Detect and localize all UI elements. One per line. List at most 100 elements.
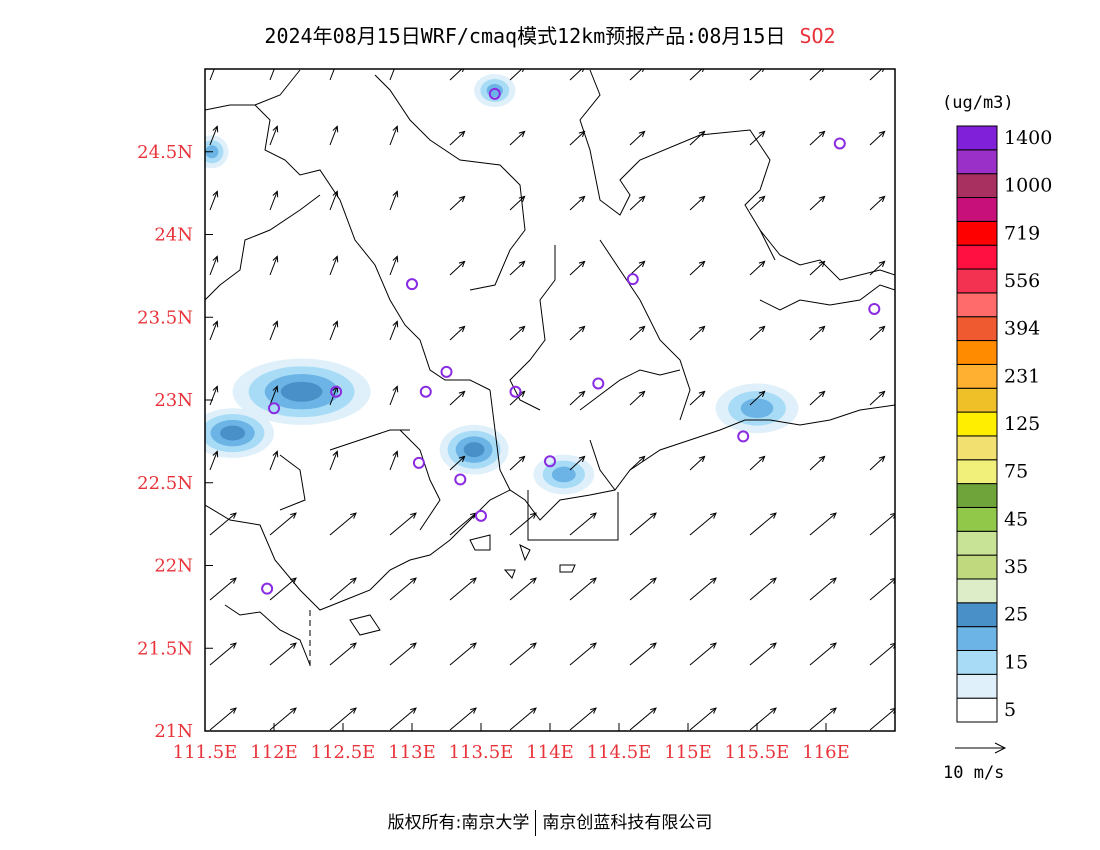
wind-arrow [449, 642, 477, 666]
wind-arrow-head [638, 195, 646, 203]
wind-arrow [689, 456, 705, 471]
wind-arrow [209, 577, 237, 601]
y-tick-label: 24.5N [137, 142, 193, 163]
wind-arrow-head [590, 642, 597, 649]
wind-arrow [449, 456, 465, 471]
pollutant-label: SO2 [799, 24, 836, 48]
wind-arrow-head [290, 707, 297, 714]
wind-arrow [629, 707, 657, 731]
wind-arrow-head [230, 642, 237, 649]
wind-arrow [329, 707, 357, 731]
legend-swatch [956, 578, 998, 604]
map-title: 2024年08月15日WRF/cmaq模式12km预报产品:08月15日 SO2 [0, 20, 1100, 49]
wind-arrow [629, 577, 657, 601]
wind-arrow-head [701, 69, 705, 73]
wind-arrow [569, 131, 585, 146]
wind-arrow [689, 326, 705, 341]
wind-arrow [389, 256, 398, 276]
wind-arrow-head [770, 512, 777, 519]
wind-arrow-head [350, 707, 357, 714]
wind-arrow [389, 577, 417, 601]
wind-arrow [329, 642, 357, 666]
y-tick-label: 23.5N [137, 307, 193, 328]
wind-arrow [689, 261, 705, 276]
wind-arrow [749, 131, 765, 146]
wind-arrow [809, 131, 825, 146]
station-marker [488, 87, 501, 100]
wind-arrow [209, 707, 237, 731]
wind-arrow-head [230, 512, 237, 519]
station-marker [440, 365, 453, 378]
legend-swatch [956, 125, 998, 151]
wind-arrow [269, 321, 278, 341]
x-tick-label: 113.5E [449, 742, 514, 763]
wind-arrow-head [758, 325, 766, 333]
wind-vectors [209, 61, 895, 731]
wind-arrow [629, 196, 645, 211]
legend-label: 15 [1004, 651, 1028, 673]
wind-arrow [809, 577, 837, 601]
wind-arrow [389, 512, 417, 536]
wind-arrow [329, 321, 338, 341]
legend-swatch [956, 554, 998, 580]
wind-arrow [569, 196, 585, 211]
wind-arrow [749, 577, 777, 601]
legend-unit: (ug/m3) [942, 93, 1014, 113]
legend-swatch [956, 673, 998, 699]
wind-arrow-head [878, 325, 886, 333]
wind-arrow [569, 642, 597, 666]
wind-arrow [509, 512, 537, 536]
wind-arrow-head [332, 450, 339, 458]
wind-arrow-head [212, 385, 219, 393]
wind-arrow-head [698, 260, 706, 268]
wind-arrow-head [818, 455, 826, 463]
wind-arrow-head [213, 61, 218, 67]
y-tick-label: 21.5N [137, 638, 193, 659]
wind-arrow [329, 451, 338, 471]
monitoring-stations [261, 87, 881, 595]
legend-label: 45 [1004, 508, 1028, 530]
station-marker [475, 509, 487, 522]
wind-arrow-head [470, 577, 477, 584]
wind-arrow [209, 256, 218, 276]
wind-arrow [209, 642, 237, 666]
wind-arrow-head [521, 69, 525, 73]
legend-label: 5 [1004, 699, 1016, 721]
wind-arrow-head [758, 390, 766, 398]
wind-arrow [269, 126, 278, 146]
legend-label: 1400 [1004, 127, 1052, 149]
wind-arrow-head [758, 130, 766, 138]
wind-arrow-head [392, 320, 399, 328]
wind-arrow-head [410, 642, 417, 649]
wind-arrow-head [578, 260, 586, 268]
wind-arrow [509, 131, 525, 146]
wind-arrow [749, 391, 765, 406]
wind-arrow-head [650, 512, 657, 519]
wind-arrow-head [581, 69, 585, 73]
wind-arrow [749, 261, 765, 276]
wind-arrow [389, 386, 398, 406]
wind-arrow-head [881, 69, 885, 73]
x-tick-label: 113E [388, 742, 436, 763]
wind-arrow-head [518, 130, 526, 138]
wind-arrow [689, 391, 705, 406]
wind-arrow [749, 642, 777, 666]
y-tick-label: 22N [154, 556, 193, 577]
wind-arrow-head [638, 260, 646, 268]
wind-arrow [449, 577, 477, 601]
legend-swatch [956, 435, 998, 461]
wind-arrow [869, 196, 885, 211]
wind-arrow-head [818, 260, 826, 268]
wind-arrow-head [290, 512, 297, 519]
wind-arrow [569, 456, 585, 471]
wind-arrow-head [518, 325, 526, 333]
wind-arrow [869, 456, 885, 471]
wind-arrow-head [710, 642, 717, 649]
wind-arrow [449, 512, 477, 536]
legend-swatch [956, 649, 998, 675]
station-marker [868, 302, 881, 315]
wind-arrow-head [410, 577, 417, 584]
wind-arrow [329, 69, 335, 81]
wind-arrow-head [290, 642, 297, 649]
legend-swatch [956, 340, 998, 365]
